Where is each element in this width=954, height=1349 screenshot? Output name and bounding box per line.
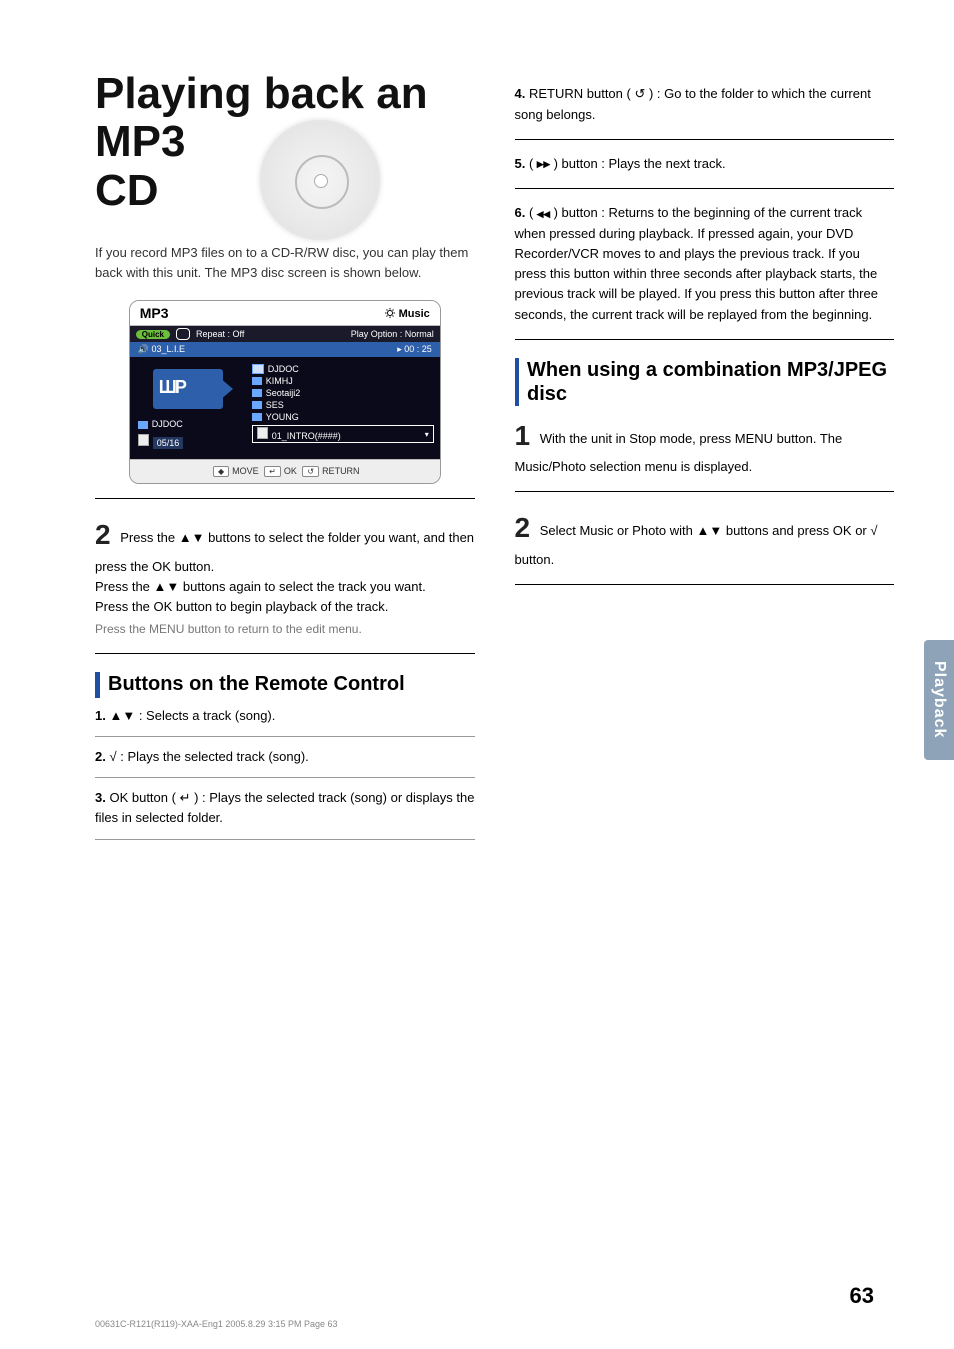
osd-mode: Music (384, 307, 430, 320)
side-tab-playback: Playback (924, 640, 954, 760)
title-line2: CD (95, 166, 159, 215)
section-remote-buttons: Buttons on the Remote Control (95, 672, 475, 698)
rc-item-4: 4. RETURN button ( ↺ ) : Go to the folde… (515, 84, 895, 125)
osd-screenshot: MP3 Music Quick Repeat : Off Play Option… (129, 300, 441, 484)
section-combo-disc: When using a combination MP3/JPEG disc (515, 358, 895, 406)
next-icon: ▸▸ (537, 154, 550, 174)
intro-text: If you record MP3 files on to a CD-R/RW … (95, 243, 475, 282)
osd-track: 🔊 03_L.I.E (138, 344, 185, 355)
osd-file-row: 01_INTRO(####) ▾ (252, 425, 434, 443)
osd-repeat: Repeat : Off (196, 329, 244, 339)
prev-icon: ◂◂ (537, 204, 550, 224)
ok-icon: ↵ (180, 788, 191, 808)
osd-folder: YOUNG (252, 411, 434, 423)
footer-code: 00631C-R121(R119)-XAA-Eng1 2005.8.29 3:1… (95, 1319, 338, 1329)
osd-type: MP3 (140, 305, 169, 321)
osd-folder: KIMHJ (252, 375, 434, 387)
rc-item-6: 6. ( ◂◂ ) button : Returns to the beginn… (515, 203, 895, 324)
osd-time: ▸ 00 : 25 (397, 344, 432, 355)
osd-counter: 05/16 (138, 431, 238, 451)
rc-item-2: 2. √ : Plays the selected track (song). (95, 747, 475, 767)
osd-folder: SES (252, 399, 434, 411)
rc-item-3: 3. OK button ( ↵ ) : Plays the selected … (95, 788, 475, 829)
osd-footer: ◆MOVE ↵OK ↺RETURN (130, 459, 440, 483)
rc-item-5: 5. ( ▸▸ ) button : Plays the next track. (515, 154, 895, 175)
osd-playopt: Play Option : Normal (351, 329, 434, 339)
return-icon: ↺ (634, 84, 645, 104)
page-number: 63 (850, 1283, 874, 1309)
osd-quick: Quick (136, 330, 170, 339)
osd-current-folder: DJDOC (138, 417, 238, 431)
rc-item-1: 1. ▲▼ : Selects a track (song). (95, 706, 475, 726)
page-title: Playing back an MP3 CD (95, 70, 475, 215)
osd-folder: DJDOC (252, 363, 434, 375)
combo-step-2: 2 Select Music or Photo with ▲▼ buttons … (515, 506, 895, 570)
combo-step-1: 1 With the unit in Stop mode, press MENU… (515, 414, 895, 478)
step-2: 2 Press the ▲▼ buttons to select the fol… (95, 513, 475, 638)
loop-icon (176, 328, 190, 340)
mp3-icon: ШР (153, 369, 223, 409)
osd-folder: Seotaiji2 (252, 387, 434, 399)
title-line1: Playing back an MP3 (95, 69, 428, 166)
